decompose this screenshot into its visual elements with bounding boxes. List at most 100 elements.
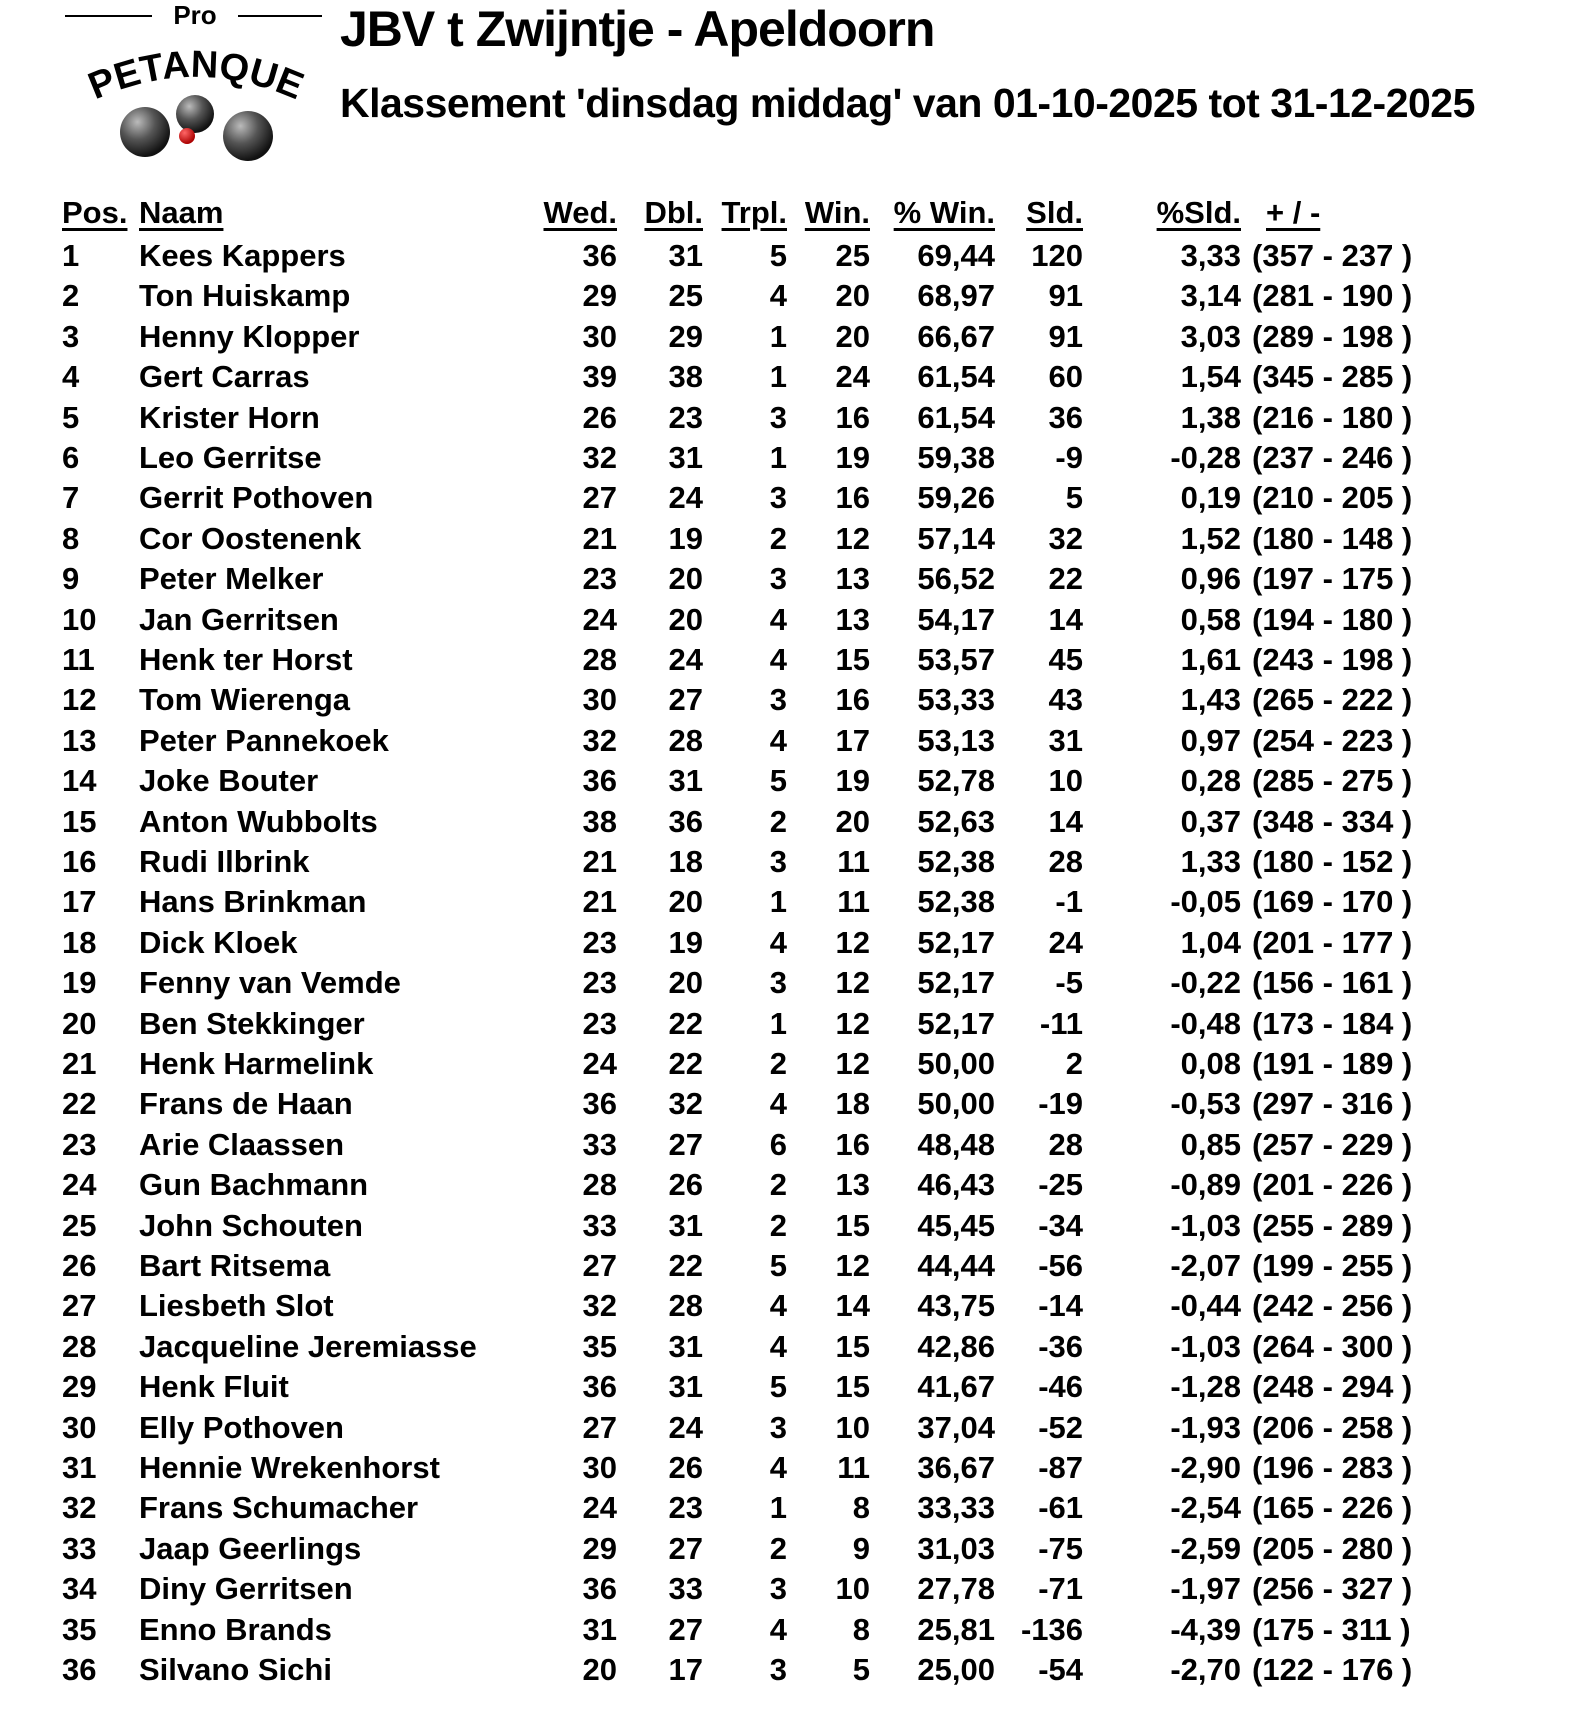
cell-pct-sld: -0,44 xyxy=(1170,1288,1241,1324)
cell-naam: Dick Kloek xyxy=(139,924,298,960)
cell-trpl: 5 xyxy=(769,1248,787,1283)
cell-pos: 3 xyxy=(62,318,80,354)
cell-pct-sld: -0,05 xyxy=(1170,884,1241,920)
cell-dbl: 32 xyxy=(668,1086,703,1122)
cell-sld: 91 xyxy=(1048,318,1083,354)
cell-plus-minus: (289 - 198 ) xyxy=(1252,318,1413,354)
cell-plus-minus: (206 - 258 ) xyxy=(1252,1409,1413,1445)
table-row: 17 Hans Brinkman 21 20 1 11 52,38 -1 -0,05 (169 -… xyxy=(0,882,1573,922)
cell-pct-sld: -0,48 xyxy=(1170,1005,1241,1041)
cell-dbl: 26 xyxy=(668,1167,703,1203)
cell-trpl: 1 xyxy=(769,318,787,354)
cell-dbl: 24 xyxy=(668,1409,703,1445)
cell-dbl: 23 xyxy=(668,399,703,435)
cell-dbl: 24 xyxy=(668,642,703,677)
cell-pct-sld: -2,54 xyxy=(1170,1490,1241,1526)
header-trpl: Trpl. xyxy=(721,195,787,230)
cell-wed: 32 xyxy=(582,440,617,475)
table-row: 18 Dick Kloek 23 19 4 12 52,17 24 1,04 (201 - 177… xyxy=(0,923,1573,963)
cell-wed: 27 xyxy=(582,1409,617,1445)
table-row: 21 Henk Harmelink 24 22 2 12 50,00 2 0,08 (191 - … xyxy=(0,1044,1573,1084)
cell-plus-minus: (264 - 300 ) xyxy=(1252,1328,1413,1364)
cell-win: 12 xyxy=(835,1005,870,1041)
cell-plus-minus: (297 - 316 ) xyxy=(1252,1086,1413,1122)
cell-wed: 20 xyxy=(582,1652,617,1687)
table-row: 25 John Schouten 33 31 2 15 45,45 -34 -1,03 (255 … xyxy=(0,1206,1573,1246)
table-row: 4 Gert Carras 39 38 1 24 61,54 60 1,54 (345 - 285… xyxy=(0,357,1573,397)
table-row: 2 Ton Huiskamp 29 25 4 20 68,97 91 3,14 (281 - 19… xyxy=(0,276,1573,316)
cell-dbl: 24 xyxy=(668,480,703,516)
cell-pos: 36 xyxy=(62,1652,97,1687)
cell-naam: Fenny van Vemde xyxy=(139,965,401,1001)
cell-pos: 25 xyxy=(62,1207,97,1243)
cell-dbl: 31 xyxy=(668,1369,703,1405)
cell-win: 16 xyxy=(835,480,870,516)
cell-plus-minus: (348 - 334 ) xyxy=(1252,803,1413,839)
table-row: 23 Arie Claassen 33 27 6 16 48,48 28 0,85 (257 - … xyxy=(0,1125,1573,1165)
cell-naam: Hans Brinkman xyxy=(139,884,367,920)
cell-trpl: 3 xyxy=(769,1571,787,1607)
cell-pct-win: 68,97 xyxy=(917,278,995,314)
cell-dbl: 25 xyxy=(668,278,703,314)
cell-naam: Diny Gerritsen xyxy=(139,1571,353,1607)
cell-pct-sld: -2,90 xyxy=(1170,1450,1241,1485)
cell-trpl: 4 xyxy=(769,1288,787,1324)
cell-win: 15 xyxy=(835,1207,870,1243)
cell-plus-minus: (199 - 255 ) xyxy=(1252,1248,1413,1283)
cell-dbl: 22 xyxy=(668,1005,703,1041)
cell-dbl: 29 xyxy=(668,318,703,354)
cell-pos: 12 xyxy=(62,682,97,718)
cell-plus-minus: (180 - 148 ) xyxy=(1252,520,1413,556)
cell-trpl: 2 xyxy=(769,1167,787,1203)
cell-plus-minus: (237 - 246 ) xyxy=(1252,440,1413,475)
table-row: 1 Kees Kappers 36 31 5 25 69,44 120 3,33 (357 - 2… xyxy=(0,236,1573,276)
table-row: 27 Liesbeth Slot 32 28 4 14 43,75 -14 -0,44 (242 … xyxy=(0,1286,1573,1326)
table-row: 9 Peter Melker 23 20 3 13 56,52 22 0,96 (197 - 17… xyxy=(0,559,1573,599)
cell-plus-minus: (194 - 180 ) xyxy=(1252,601,1413,637)
cell-win: 12 xyxy=(835,965,870,1001)
cell-pct-sld: 1,04 xyxy=(1180,924,1241,960)
cell-trpl: 4 xyxy=(769,601,787,637)
cell-sld: -19 xyxy=(1038,1086,1083,1122)
cell-sld: 24 xyxy=(1048,924,1083,960)
cell-trpl: 3 xyxy=(769,682,787,718)
cell-win: 10 xyxy=(835,1409,870,1445)
cell-trpl: 1 xyxy=(769,1490,787,1526)
cell-naam: John Schouten xyxy=(139,1207,363,1243)
cell-wed: 24 xyxy=(582,601,617,637)
table-row: 30 Elly Pothoven 27 24 3 10 37,04 -52 -1,93 (206 … xyxy=(0,1408,1573,1448)
cell-win: 12 xyxy=(835,924,870,960)
cell-naam: Silvano Sichi xyxy=(139,1652,332,1687)
header-pct-sld: %Sld. xyxy=(1156,195,1241,230)
cell-pct-sld: -1,03 xyxy=(1170,1207,1241,1243)
cell-plus-minus: (165 - 226 ) xyxy=(1252,1490,1413,1526)
cell-naam: Tom Wierenga xyxy=(139,682,351,718)
cell-dbl: 31 xyxy=(668,1207,703,1243)
cell-trpl: 3 xyxy=(769,965,787,1001)
cell-plus-minus: (201 - 177 ) xyxy=(1252,924,1413,960)
table-row: 5 Krister Horn 26 23 3 16 61,54 36 1,38 (216 - 18… xyxy=(0,398,1573,438)
cell-sld: 14 xyxy=(1048,601,1083,637)
cell-wed: 23 xyxy=(582,1005,617,1041)
cell-pos: 13 xyxy=(62,722,97,758)
cell-pos: 30 xyxy=(62,1409,97,1445)
cell-naam: Joke Bouter xyxy=(139,763,319,799)
table-row: 15 Anton Wubbolts 38 36 2 20 52,63 14 0,37 (348 -… xyxy=(0,802,1573,842)
cell-wed: 28 xyxy=(582,1167,617,1203)
cell-pct-sld: -4,39 xyxy=(1170,1611,1241,1647)
cell-sld: 22 xyxy=(1048,561,1083,597)
table-row: 32 Frans Schumacher 24 23 1 8 33,33 -61 -2,54 (16… xyxy=(0,1488,1573,1528)
cell-dbl: 26 xyxy=(668,1450,703,1485)
cell-naam: Frans de Haan xyxy=(139,1086,353,1122)
cell-trpl: 1 xyxy=(769,1005,787,1041)
cell-wed: 35 xyxy=(582,1328,617,1364)
cell-sld: -36 xyxy=(1038,1328,1083,1364)
cell-pct-win: 33,33 xyxy=(917,1490,995,1526)
cell-naam: Jan Gerritsen xyxy=(139,601,339,637)
cell-pos: 33 xyxy=(62,1530,97,1566)
cell-wed: 30 xyxy=(582,682,617,718)
cell-pos: 17 xyxy=(62,884,97,920)
cell-dbl: 22 xyxy=(668,1046,703,1081)
cell-pct-win: 52,38 xyxy=(917,884,995,920)
cell-pct-win: 46,43 xyxy=(917,1167,995,1203)
